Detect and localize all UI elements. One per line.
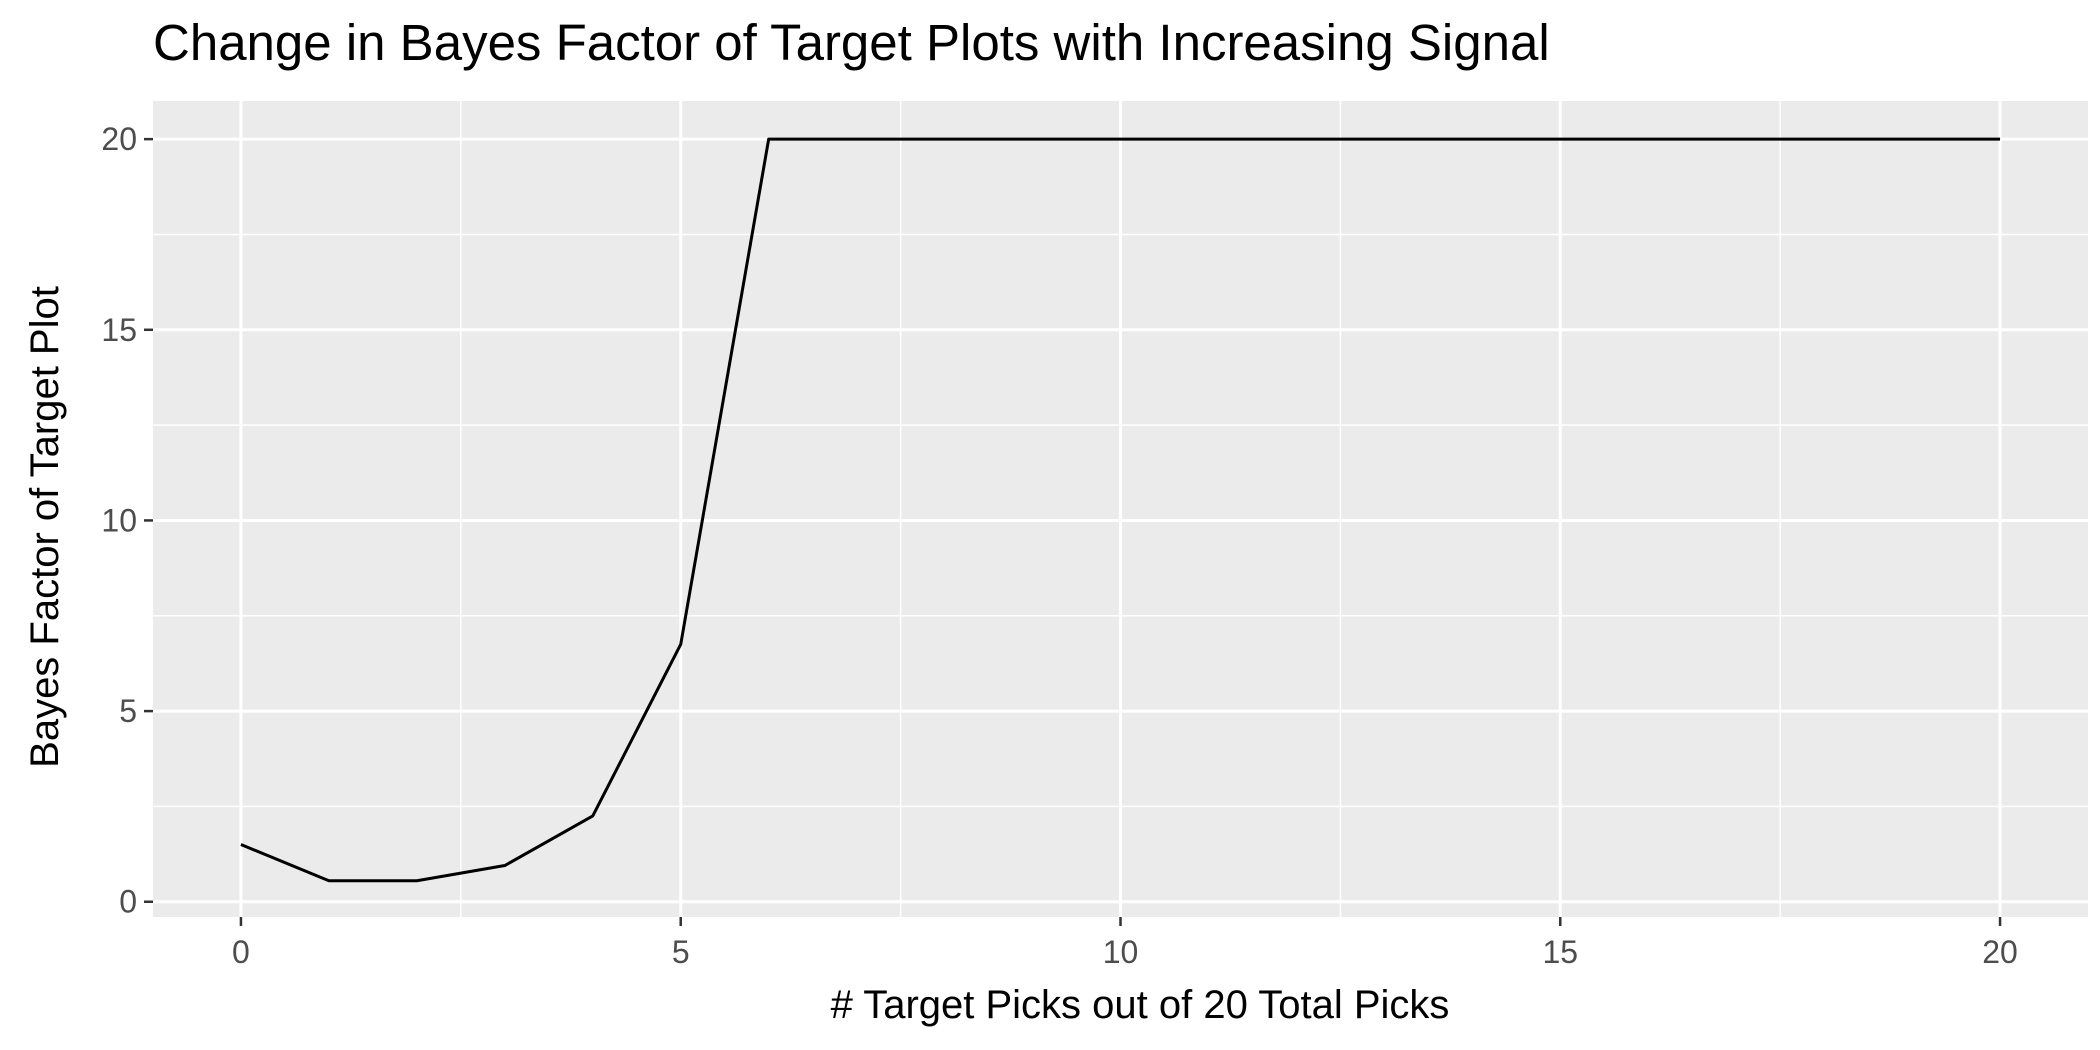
x-tick-label-2: 10 [1103, 934, 1139, 970]
y-tick-label-2: 10 [101, 502, 137, 538]
x-axis: 0 5 10 15 20 [232, 917, 2018, 970]
y-axis: 0 5 10 15 20 [101, 121, 153, 920]
y-tick-label-3: 15 [101, 312, 137, 348]
x-tick-label-4: 20 [1982, 934, 2018, 970]
grid-major [153, 101, 2088, 917]
y-tick-label-0: 0 [119, 884, 137, 920]
x-tick-label-0: 0 [232, 934, 250, 970]
chart-title: Change in Bayes Factor of Target Plots w… [153, 14, 1550, 71]
x-axis-title: # Target Picks out of 20 Total Picks [831, 983, 1450, 1027]
y-tick-label-4: 20 [101, 121, 137, 157]
series-line-0 [240, 137, 2001, 883]
x-tick-label-3: 15 [1542, 934, 1578, 970]
series-layer [240, 137, 2001, 883]
y-tick-label-1: 5 [119, 693, 137, 729]
y-axis-title: Bayes Factor of Target Plot [23, 286, 67, 768]
x-tick-label-1: 5 [672, 934, 690, 970]
